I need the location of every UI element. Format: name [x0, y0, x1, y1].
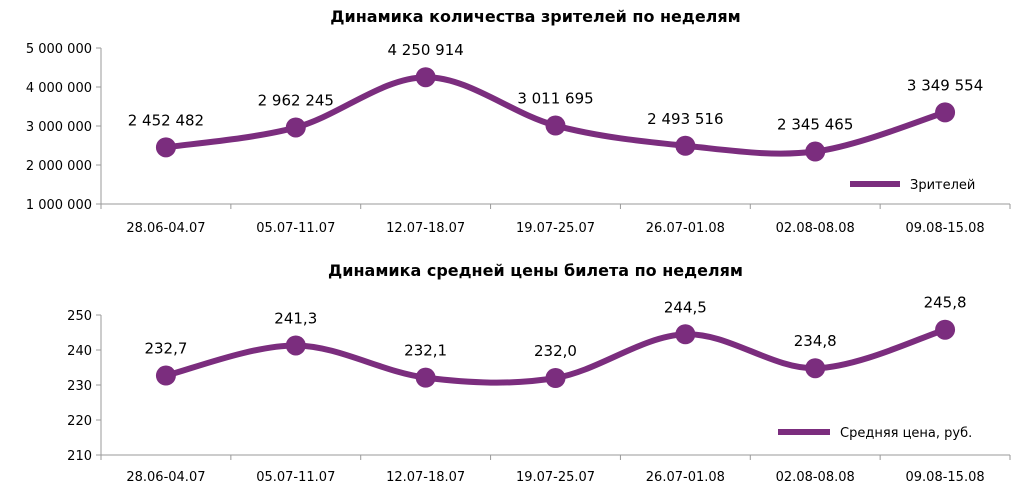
y-tick-label: 230	[67, 379, 92, 394]
x-tick-label: 02.08-08.08	[776, 221, 855, 236]
chart-2: Динамика средней цены билета по неделям 2…	[67, 261, 1011, 485]
data-label: 234,8	[794, 332, 837, 350]
x-tick-label: 09.08-15.08	[906, 470, 985, 485]
x-tick-label: 09.08-15.08	[906, 221, 985, 236]
y-tick-label: 250	[67, 309, 92, 324]
data-label: 245,8	[924, 294, 967, 312]
y-tick-label: 220	[67, 414, 92, 429]
data-label: 241,3	[274, 309, 317, 327]
legend-label: Зрителей	[910, 178, 975, 193]
data-label: 2 452 482	[128, 111, 204, 129]
data-point	[415, 367, 436, 388]
data-point	[675, 135, 696, 156]
data-point	[155, 137, 176, 158]
data-point	[935, 102, 956, 123]
y-tick-label: 3 000 000	[26, 120, 92, 135]
y-tick-label: 4 000 000	[26, 81, 92, 96]
data-label: 2 962 245	[258, 91, 334, 109]
data-label: 4 250 914	[387, 41, 463, 59]
data-point	[805, 358, 826, 379]
chart-title: Динамика количества зрителей по неделям	[330, 7, 741, 26]
y-tick-label: 5 000 000	[26, 42, 92, 57]
data-point	[545, 368, 566, 388]
x-tick-label: 26.07-01.08	[646, 221, 725, 236]
x-tick-label: 28.06-04.07	[126, 221, 205, 236]
data-label: 232,7	[144, 340, 187, 358]
x-tick-label: 05.07-11.07	[256, 470, 335, 485]
data-point	[545, 115, 566, 136]
data-point	[805, 141, 826, 162]
chart-1: Динамика количества зрителей по неделям 1…	[26, 7, 1011, 236]
data-label: 2 493 516	[647, 110, 723, 128]
y-tick-label: 240	[67, 344, 92, 359]
y-tick-label: 210	[67, 449, 92, 464]
x-tick-label: 19.07-25.07	[516, 470, 595, 485]
x-tick-label: 02.08-08.08	[776, 470, 855, 485]
x-tick-label: 26.07-01.08	[646, 470, 725, 485]
data-point	[285, 335, 306, 356]
data-point	[285, 117, 306, 138]
x-tick-label: 12.07-18.07	[386, 221, 465, 236]
x-tick-label: 19.07-25.07	[516, 221, 595, 236]
legend-label: Средняя цена, руб.	[840, 426, 972, 441]
y-tick-label: 2 000 000	[26, 159, 92, 174]
data-point	[935, 319, 956, 340]
chart-title: Динамика средней цены билета по неделям	[328, 261, 743, 280]
x-tick-label: 12.07-18.07	[386, 470, 465, 485]
data-label: 244,5	[664, 298, 707, 316]
data-label: 232,1	[404, 342, 447, 360]
data-point	[675, 324, 696, 345]
data-label: 2 345 465	[777, 116, 853, 134]
y-tick-label: 1 000 000	[26, 198, 92, 213]
x-tick-label: 05.07-11.07	[256, 221, 335, 236]
data-label: 232,0	[534, 342, 577, 360]
data-label: 3 349 554	[907, 76, 983, 94]
x-tick-label: 28.06-04.07	[126, 470, 205, 485]
data-point	[415, 67, 436, 88]
data-point	[155, 365, 176, 386]
data-label: 3 011 695	[517, 90, 593, 108]
